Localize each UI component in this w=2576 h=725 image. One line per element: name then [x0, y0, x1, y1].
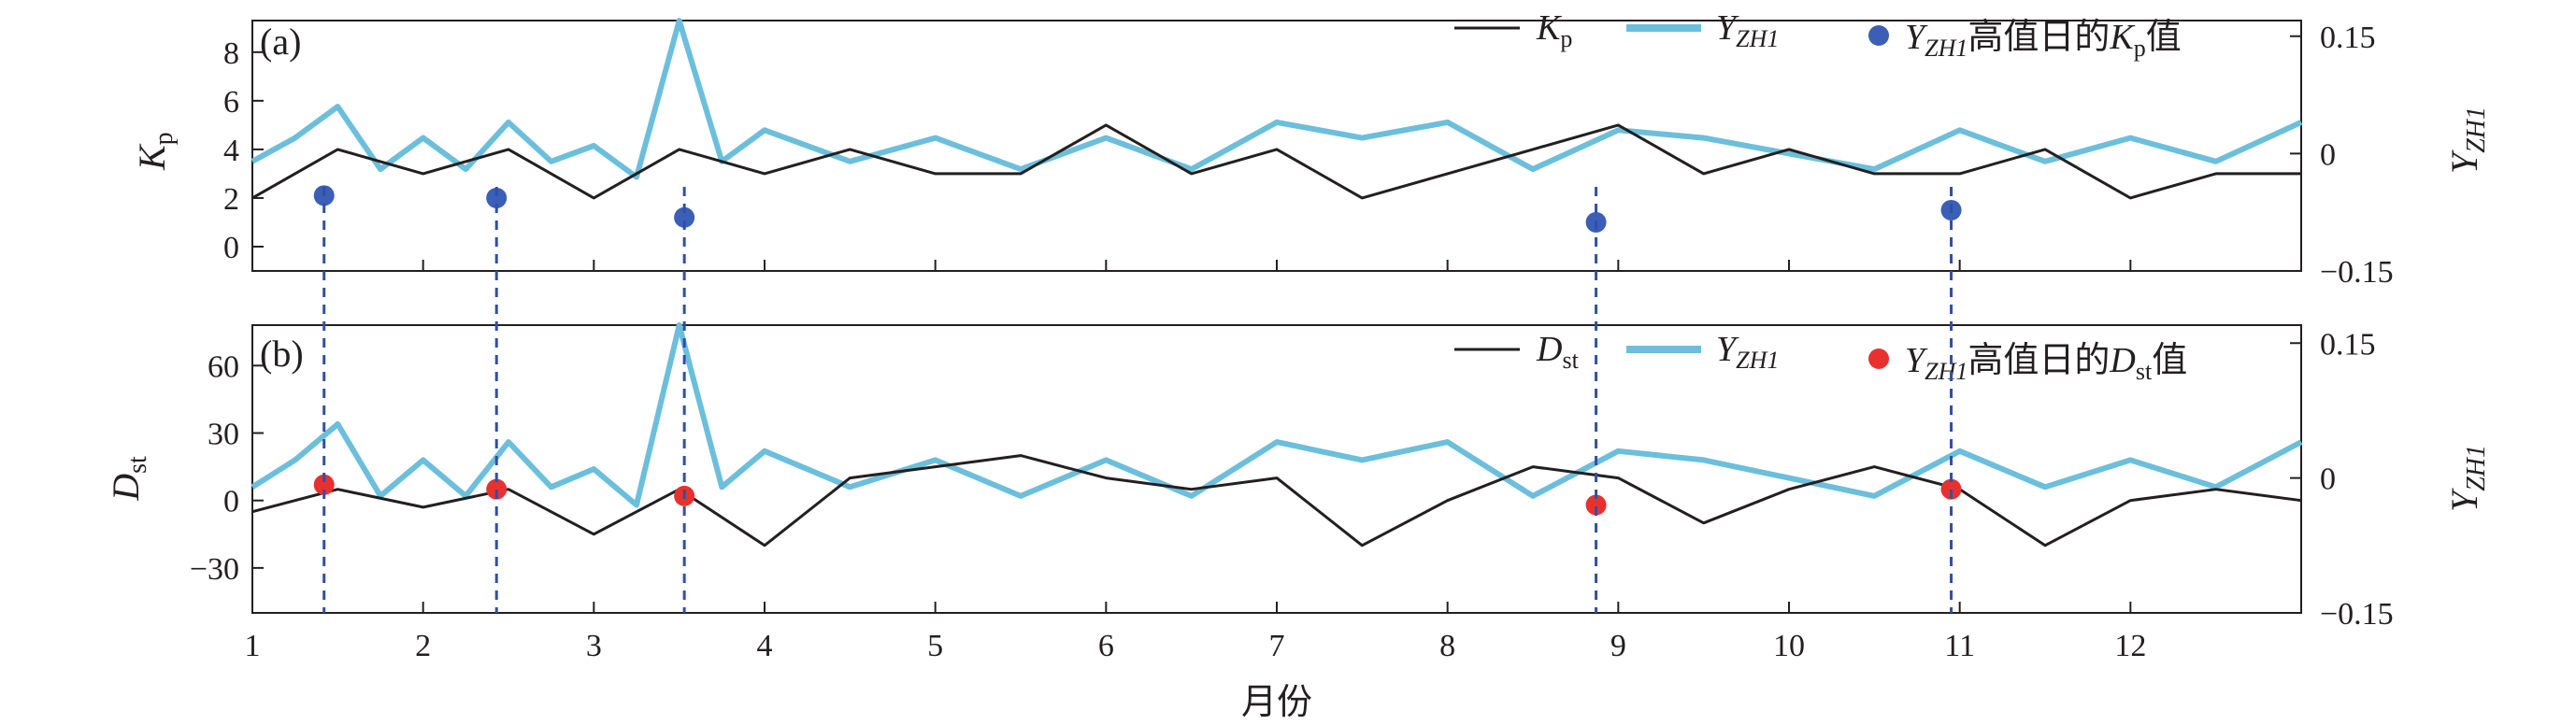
legend-yzh1-label: YZH1	[1716, 8, 1779, 52]
panel-b-right-axis-label: YZH1	[2443, 445, 2491, 512]
panel-b: (b) −30 0 30 60 −0.15 0 0.15 Dst YZH1 Dst YZH…	[105, 322, 2491, 632]
x-tick-label: 2	[415, 629, 431, 663]
panel-b-left-axis-label: Dst	[105, 456, 152, 502]
right-tick-label: 0.15	[2320, 327, 2376, 362]
panel-a-right-axis-label: YZH1	[2443, 107, 2491, 174]
right-tick-label: 0	[2320, 462, 2336, 497]
panel-b-high-value-point-5	[1940, 478, 1962, 500]
panel-b-high-value-point-4	[1585, 494, 1607, 516]
panel-a-high-value-point-3	[674, 206, 695, 228]
left-tick-label: 2	[223, 182, 239, 217]
panel-a-high-value-point-2	[486, 187, 508, 208]
x-tick-label: 11	[1944, 629, 1975, 663]
panel-b-label: (b)	[260, 333, 304, 375]
high-value-day-guides	[322, 187, 1953, 613]
x-tick-label: 9	[1610, 629, 1626, 663]
left-tick-label: 4	[223, 134, 239, 168]
x-tick-label: 6	[1098, 629, 1114, 663]
right-tick-label: 0	[2320, 137, 2336, 172]
legend-dst-high-marker	[1868, 348, 1889, 369]
x-tick-label: 12	[2114, 629, 2146, 663]
legend-yzh1-label-b: YZH1	[1716, 330, 1779, 374]
legend-dst-label: Dst	[1536, 330, 1580, 374]
x-axis: 1 2 3 4 5 6 7 8 9 10 11 12	[245, 260, 2146, 663]
right-tick-label: −0.15	[2320, 597, 2394, 632]
panel-b-right-axis: −0.15 0 0.15	[2290, 327, 2394, 632]
left-tick-label: 6	[223, 85, 239, 120]
left-tick-label: 8	[223, 36, 239, 71]
panel-b-series-layer	[250, 322, 2303, 547]
legend-kp-high-marker	[1868, 25, 1889, 46]
x-tick-label: 10	[1773, 629, 1805, 663]
panel-a-left-axis: 0 2 4 6 8	[223, 36, 264, 265]
series-a-kp-line	[251, 123, 2301, 200]
panel-a-series-layer	[250, 18, 2303, 233]
legend-kp-label: Kp	[1536, 8, 1572, 52]
x-tick-label: 5	[927, 629, 943, 663]
panel-b-legend: Dst YZH1 YZH1高值日的Dst值	[1454, 330, 2187, 385]
legend-dst-high-label: YZH1高值日的Dst值	[1905, 339, 2187, 385]
panel-b-left-axis: −30 0 30 60	[190, 349, 264, 587]
left-tick-label: 0	[223, 485, 239, 519]
left-tick-label: 30	[208, 418, 239, 452]
panel-a: (a) 0 2 4 6 8 −0.15 0 0.15 Kp YZH1 Kp YZH1 YZH…	[131, 8, 2491, 290]
left-tick-label: 0	[223, 231, 239, 265]
x-tick-label: 1	[245, 629, 261, 663]
legend-kp-high-label: YZH1高值日的Kp值	[1905, 16, 2182, 62]
x-axis-label: 月份	[1241, 681, 1312, 722]
left-tick-label: 60	[208, 349, 239, 384]
series-a-yzh1-line	[250, 18, 2303, 180]
x-tick-label: 7	[1269, 629, 1285, 663]
x-tick-label: 4	[757, 629, 773, 663]
x-tick-label: 8	[1439, 629, 1455, 663]
series-b-yzh1-line	[250, 322, 2303, 508]
panel-a-right-axis: −0.15 0 0.15	[2290, 21, 2394, 290]
panel-a-left-axis-label: Kp	[131, 132, 179, 171]
panel-a-plot-area	[251, 20, 2302, 272]
panel-b-high-value-point-1	[313, 474, 335, 495]
panel-a-legend: Kp YZH1 YZH1高值日的Kp值	[1454, 8, 2182, 62]
right-tick-label: −0.15	[2320, 255, 2394, 290]
x-tick-label: 3	[586, 629, 602, 663]
panel-a-label: (a)	[260, 21, 301, 63]
panel-a-clip-layer	[250, 18, 2303, 272]
panel-b-high-value-point-2	[486, 478, 508, 500]
left-tick-label: −30	[190, 552, 239, 587]
right-tick-label: 0.15	[2320, 21, 2376, 55]
